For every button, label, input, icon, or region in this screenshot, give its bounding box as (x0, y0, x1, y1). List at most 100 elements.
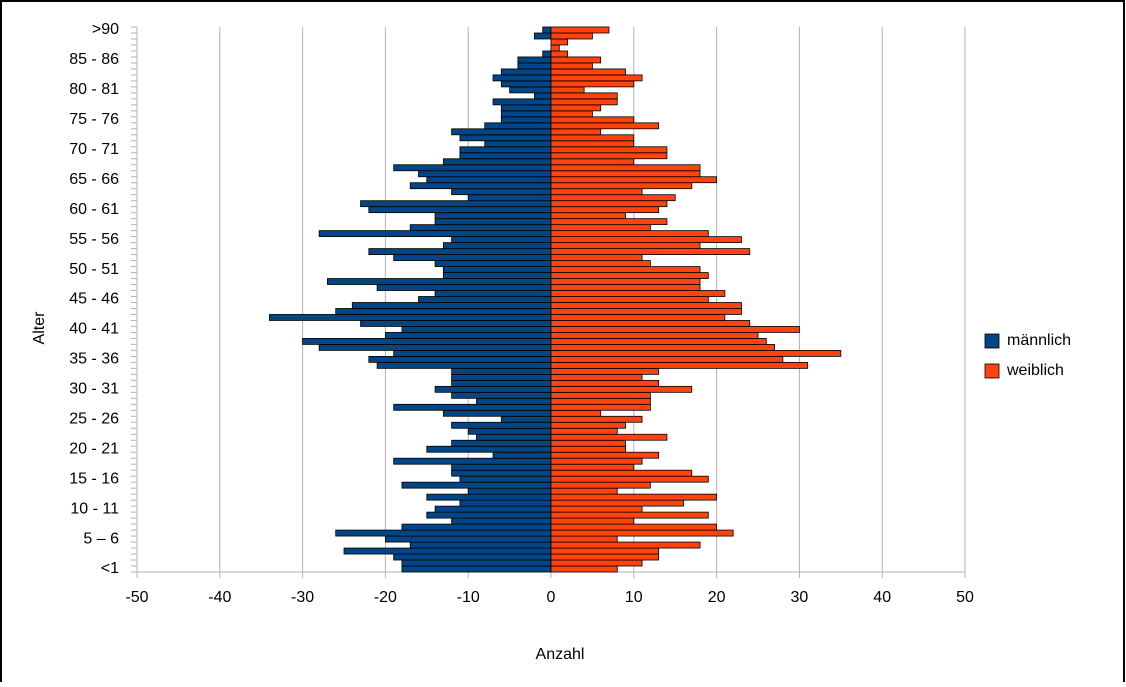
bar (550, 457, 643, 465)
bar (459, 499, 552, 507)
y-tick-label: >90 (92, 21, 119, 38)
y-tick-label: 35 - 36 (69, 351, 119, 368)
bar (550, 86, 585, 94)
x-tick-label: 30 (791, 589, 809, 606)
x-tick-label: 10 (625, 589, 643, 606)
bar (550, 409, 602, 417)
bar (550, 439, 626, 447)
bar (368, 248, 552, 255)
bar (302, 338, 552, 345)
bar (550, 32, 593, 40)
bar (550, 338, 767, 345)
bar (492, 98, 552, 106)
bar (451, 236, 552, 244)
y-tick-label: 50 - 51 (69, 261, 119, 278)
y-tick-label: 65 - 66 (69, 171, 119, 188)
bar (550, 451, 660, 459)
bar (550, 38, 568, 46)
y-tick-label: 20 - 21 (69, 440, 119, 457)
bar (451, 463, 552, 471)
bar (550, 26, 610, 34)
bar (550, 200, 668, 208)
bar (550, 212, 626, 220)
bar (550, 80, 635, 88)
bar (550, 355, 784, 363)
x-tick-label: 0 (547, 589, 556, 606)
bar (459, 146, 552, 154)
bar (550, 326, 800, 333)
bar (476, 433, 552, 441)
bar (517, 62, 552, 70)
bar (550, 505, 643, 513)
bar (550, 242, 701, 249)
bar (550, 493, 718, 501)
bar (484, 122, 552, 130)
bar (376, 284, 552, 291)
x-tick-label: -10 (457, 589, 480, 606)
bar (451, 367, 552, 375)
bar (550, 194, 676, 202)
bar (550, 469, 693, 477)
bar (442, 409, 552, 417)
bar (426, 493, 552, 501)
bar (550, 224, 651, 232)
bar (451, 373, 552, 381)
x-axis-title: Anzahl (536, 646, 585, 663)
bar (550, 487, 618, 495)
y-tick-label: 40 - 41 (69, 321, 119, 338)
bar (550, 128, 602, 136)
bar (426, 445, 552, 453)
bar (550, 553, 660, 561)
bar (434, 218, 552, 226)
bar (318, 344, 552, 351)
bar (550, 433, 668, 441)
bar (351, 302, 552, 309)
bar (451, 517, 552, 525)
bar (426, 176, 552, 184)
bar (393, 254, 552, 261)
bar (550, 272, 709, 279)
bar (360, 320, 552, 327)
bar (550, 68, 626, 76)
bar (442, 158, 552, 166)
x-tick-label: 20 (708, 589, 726, 606)
bar (393, 553, 552, 561)
bar (550, 62, 593, 70)
bar (550, 308, 742, 315)
bar (550, 499, 684, 507)
bar (459, 134, 552, 142)
y-tick-label: 70 - 71 (69, 141, 119, 158)
x-tick-label: 50 (956, 589, 974, 606)
bar (500, 68, 552, 76)
bar (393, 403, 552, 411)
bar (451, 188, 552, 196)
bar (401, 523, 552, 531)
bar (550, 523, 718, 531)
bar (550, 296, 709, 303)
bar (550, 164, 701, 172)
bar (368, 206, 552, 214)
bar (550, 391, 651, 399)
y-tick-label: 75 - 76 (69, 111, 119, 128)
y-tick-label: 55 - 56 (69, 231, 119, 248)
bar (442, 266, 552, 273)
bar (550, 385, 693, 393)
bar (550, 116, 635, 124)
bar (550, 373, 643, 381)
y-axis-title: Alter (31, 311, 48, 345)
bar (550, 188, 643, 196)
bar (384, 332, 552, 339)
y-tick-label: 25 - 26 (69, 410, 119, 427)
bar (476, 397, 552, 405)
bar (451, 469, 552, 477)
bar (393, 164, 552, 172)
bar (509, 86, 552, 94)
bar (550, 421, 626, 429)
bar (393, 350, 552, 357)
bar (434, 212, 552, 220)
bar (492, 451, 552, 459)
bar (550, 74, 643, 82)
bar (550, 415, 643, 423)
y-tick-label: 85 - 86 (69, 51, 119, 68)
